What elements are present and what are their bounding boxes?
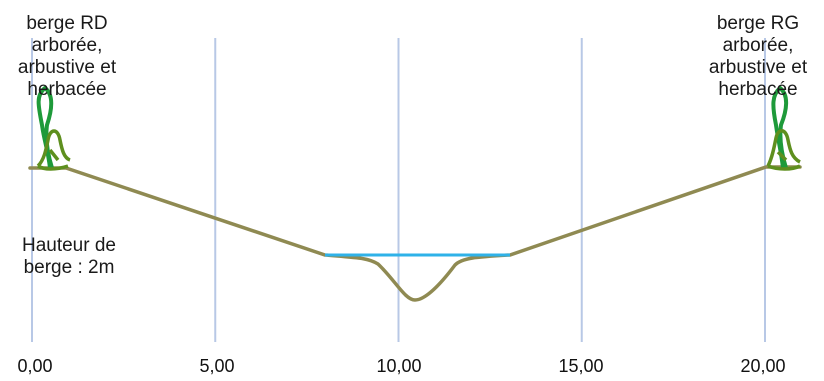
bank-left-line-1: berge RG [716, 13, 800, 34]
x-tick-label: 5,00 [199, 356, 235, 376]
bank-right-label: berge RD arborée, arbustive et herbacée [2, 13, 132, 101]
bank-height-line-2: berge : 2m [23, 257, 115, 278]
bank-left-line-2: arborée, [722, 35, 794, 56]
bank-right-line-2: arborée, [31, 35, 103, 56]
ground-profile-line [28, 165, 802, 302]
bank-right-line-3: arbustive et [17, 57, 117, 78]
bank-left-line-4: herbacée [718, 79, 798, 100]
vegetation-icon-left [36, 85, 71, 171]
x-tick-label: 10,00 [376, 356, 422, 376]
bank-left-line-3: arbustive et [708, 57, 808, 78]
shrub-icon [766, 129, 801, 171]
x-tick-label: 20,00 [740, 356, 786, 376]
shrub-icon [36, 129, 71, 171]
vegetation-icon-right [766, 85, 801, 171]
bank-right-line-4: herbacée [27, 79, 107, 100]
bank-height-label: Hauteur de berge : 2m [4, 235, 134, 279]
tree-icon [36, 85, 54, 169]
bank-left-label: berge RG arborée, arbustive et herbacée [693, 13, 823, 101]
x-tick-label: 0,00 [17, 356, 53, 376]
gridlines [31, 38, 766, 342]
x-tick-label: 15,00 [558, 356, 604, 376]
bank-right-line-1: berge RD [26, 13, 108, 34]
bank-height-line-1: Hauteur de [21, 235, 116, 256]
